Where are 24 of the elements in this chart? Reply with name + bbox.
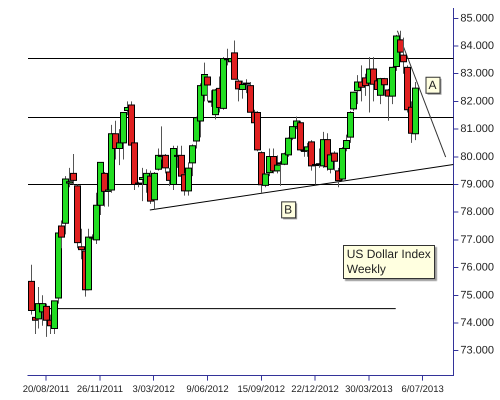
- y-tick-label: 77.000: [460, 234, 494, 246]
- text: US Dollar Index Weekly: [342, 245, 435, 280]
- x-tick-label: 15/09/2012: [237, 384, 286, 395]
- x-tick-label: 30/03/2013: [345, 384, 393, 395]
- x-tick-label: 3/03/2012: [132, 384, 175, 395]
- y-tick-label: 82.000: [460, 95, 494, 108]
- y-tick-label: 84.000: [460, 40, 494, 52]
- y-tick-label: 85.000: [460, 12, 494, 24]
- x-tick-label: 6/07/2013: [401, 384, 444, 395]
- y-tick-label: 83.000: [460, 68, 494, 80]
- x-tick-label: 9/06/2012: [186, 384, 229, 395]
- annotation: A: [428, 78, 437, 92]
- y-tick-label: 74.000: [460, 317, 494, 330]
- y-tick-label: 81.000: [460, 123, 494, 136]
- y-tick-label: 79.000: [460, 178, 494, 191]
- annotation: B: [284, 202, 292, 217]
- x-tick-label: 22/12/2012: [291, 384, 339, 395]
- y-tick-label: 80.000: [460, 150, 494, 163]
- y-tick-label: 76.000: [460, 262, 494, 274]
- x-tick-label: 26/11/2011: [76, 384, 123, 395]
- y-tick-label: 78.000: [460, 206, 494, 218]
- y-tick-label: 73.000: [460, 344, 494, 357]
- y-tick-label: 75.000: [460, 289, 494, 302]
- x-tick-label: 20/08/2011: [22, 384, 70, 395]
